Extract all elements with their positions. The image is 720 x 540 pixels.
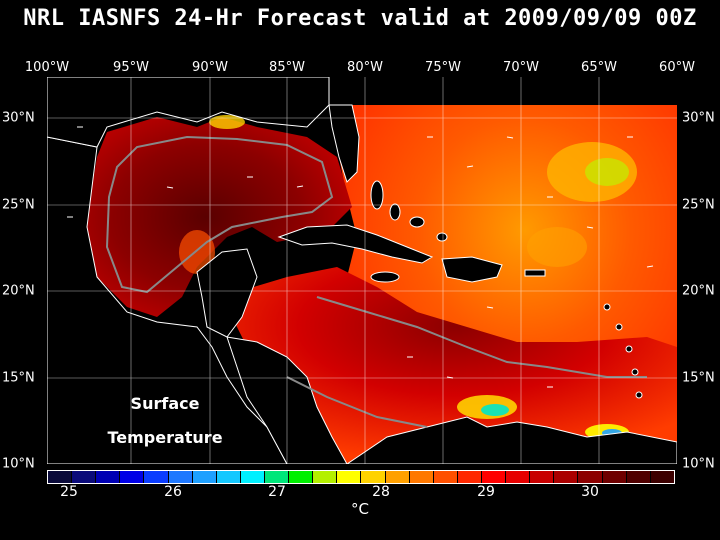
colorbar xyxy=(47,470,675,484)
latitude-label: 30°N xyxy=(2,110,35,126)
colorbar-swatch xyxy=(385,471,410,483)
longitude-label: 100°W xyxy=(24,60,70,75)
map-label-surface: Surface xyxy=(131,394,200,413)
latitude-label: 20°N xyxy=(2,283,35,299)
colorbar-swatch xyxy=(361,471,386,483)
colorbar-swatch xyxy=(144,471,169,483)
longitude-label: 70°W xyxy=(503,60,539,75)
colorbar-swatch xyxy=(530,471,555,483)
longitude-label: 80°W xyxy=(347,60,383,75)
map-title: NRL IASNFS 24-Hr Forecast valid at 2009/… xyxy=(23,6,697,31)
puerto-rico xyxy=(524,269,546,277)
latitude-label: 15°N xyxy=(2,370,35,386)
colorbar-swatch xyxy=(72,471,97,483)
gulf-of-mexico xyxy=(87,117,352,317)
colorbar-unit: °C xyxy=(351,500,369,518)
colorbar-tick-label: 28 xyxy=(372,484,390,500)
current-vectors xyxy=(67,126,654,388)
hispaniola xyxy=(441,256,503,283)
longitude-label: 60°W xyxy=(659,60,695,75)
longitude-label: 85°W xyxy=(269,60,305,75)
colorbar-tick-label: 27 xyxy=(268,484,286,500)
jamaica xyxy=(370,271,400,283)
bahamas xyxy=(370,180,448,242)
colorbar-swatch xyxy=(192,471,217,483)
colorbar-swatch xyxy=(313,471,338,483)
colorbar-swatch xyxy=(48,471,73,483)
map-label-temperature: Temperature xyxy=(107,428,222,447)
colorbar-swatch xyxy=(264,471,290,483)
colorbar-swatch xyxy=(457,471,482,483)
graticule xyxy=(47,77,677,464)
cuba xyxy=(277,224,434,264)
bathymetry-contours xyxy=(105,135,647,428)
colorbar-swatch xyxy=(289,471,314,483)
colorbar-swatch xyxy=(216,471,241,483)
colorbar-swatch xyxy=(96,471,121,483)
colorbar-swatch xyxy=(168,471,193,483)
colorbar-swatch xyxy=(409,471,434,483)
latitude-label: 30°N xyxy=(682,110,715,126)
us-gulf-coast xyxy=(47,77,330,148)
latitude-label: 25°N xyxy=(682,197,715,213)
colorbar-swatch xyxy=(120,471,145,483)
colorbar-swatch xyxy=(578,471,603,483)
colorbar-swatch xyxy=(337,471,362,483)
longitude-label: 95°W xyxy=(113,60,149,75)
colorbar-swatch xyxy=(554,471,579,483)
lesser-antilles xyxy=(603,303,643,399)
latitude-label: 10°N xyxy=(682,456,715,472)
south-america xyxy=(346,416,677,464)
latitude-label: 15°N xyxy=(682,370,715,386)
latitude-label: 25°N xyxy=(2,197,35,213)
yucatan xyxy=(196,248,258,338)
colorbar-tick-label: 30 xyxy=(581,484,599,500)
colorbar-swatch xyxy=(481,471,507,483)
latitude-label: 20°N xyxy=(682,283,715,299)
colorbar-tick-label: 25 xyxy=(60,484,78,500)
colorbar-swatch xyxy=(506,471,531,483)
florida xyxy=(328,104,360,183)
colorbar-swatch xyxy=(602,471,627,483)
colorbar-swatch xyxy=(240,471,265,483)
colorbar-swatch xyxy=(433,471,458,483)
latitude-label: 10°N xyxy=(2,456,35,472)
colorbar-swatch xyxy=(650,471,674,483)
sst-map: Surface Temperature xyxy=(47,77,677,464)
caribbean-sea xyxy=(232,267,677,464)
longitude-label: 75°W xyxy=(425,60,461,75)
longitude-label: 90°W xyxy=(192,60,228,75)
colorbar-tick-label: 26 xyxy=(164,484,182,500)
colorbar-swatch xyxy=(626,471,651,483)
colorbar-tick-label: 29 xyxy=(477,484,495,500)
longitude-label: 65°W xyxy=(581,60,617,75)
